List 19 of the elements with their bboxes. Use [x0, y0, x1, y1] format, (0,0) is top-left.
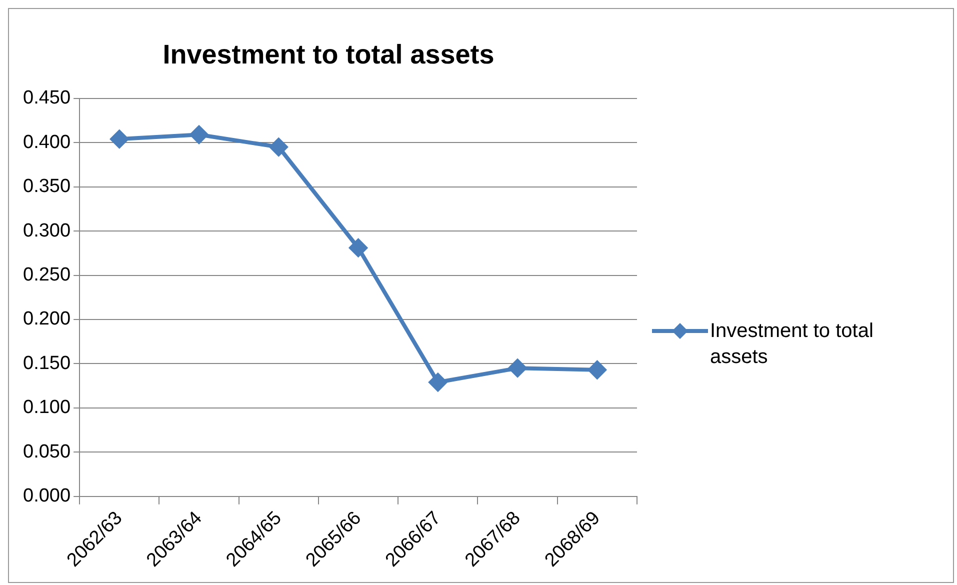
point — [508, 359, 527, 378]
point — [588, 360, 606, 379]
y-tick-label: 0.350 — [23, 176, 71, 198]
y-tick-label: 0.250 — [23, 264, 71, 286]
point — [270, 138, 288, 156]
chart-title: Investment to total assets — [162, 40, 494, 70]
legend-label: Investment to total assets — [710, 319, 874, 370]
y-tick-label: 0.050 — [23, 441, 71, 462]
y-tick-label: 0.000 — [23, 486, 71, 507]
y-tick-label: 0.400 — [23, 132, 71, 153]
y-tick-label: 0.150 — [23, 352, 71, 374]
point — [190, 126, 208, 144]
y-tick-label: 0.100 — [23, 397, 71, 418]
y-tick-label: 0.200 — [23, 308, 71, 330]
point — [428, 373, 447, 392]
point — [110, 130, 128, 148]
y-tick-label: 0.450 — [23, 88, 71, 109]
point — [349, 238, 368, 257]
y-tick-label: 0.300 — [23, 220, 71, 242]
